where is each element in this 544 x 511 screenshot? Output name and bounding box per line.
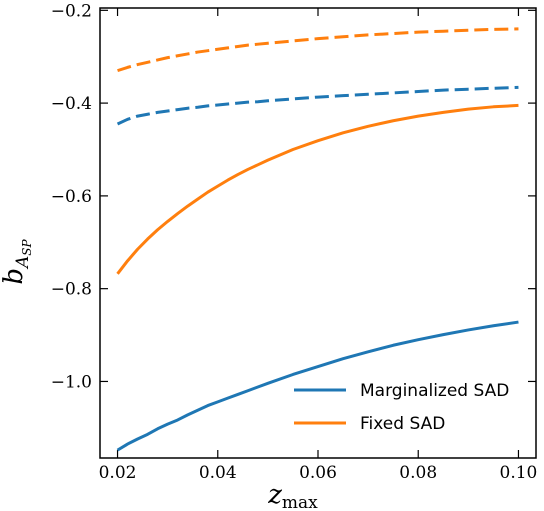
y-tick-label: −1.0 (51, 372, 92, 392)
x-axis-title: zmax (267, 480, 318, 511)
series-line-fixed_solid (116, 103, 519, 275)
axis-ticks (100, 8, 536, 458)
y-tick-label: −0.4 (51, 94, 92, 114)
x-tick-label: 0.02 (99, 463, 137, 483)
y-axis-title: bASP (0, 238, 34, 284)
legend-label-fixed: Fixed SAD (360, 414, 445, 434)
plot-frame (99, 7, 537, 459)
legend-label-marginalized: Marginalized SAD (360, 381, 509, 401)
legend: Marginalized SAD Fixed SAD (294, 381, 509, 434)
series-line-fixed_dashed (117, 27, 519, 73)
series-line-marg_solid (116, 320, 519, 452)
series-layer (116, 27, 519, 452)
tick-labels: 0.02 0.04 0.06 0.08 0.10 −0.2 −0.4 −0.6 −0.8 −1.0 (51, 1, 538, 483)
x-tick-label: 0.04 (199, 463, 237, 483)
x-tick-label: 0.08 (399, 463, 437, 483)
series-line-marg_dashed (116, 85, 519, 126)
x-tick-label: 0.10 (500, 463, 538, 483)
y-tick-label: −0.8 (51, 280, 92, 300)
y-tick-label: −0.2 (51, 1, 92, 21)
y-tick-label: −0.6 (51, 187, 92, 207)
x-tick-label: 0.06 (299, 463, 337, 483)
